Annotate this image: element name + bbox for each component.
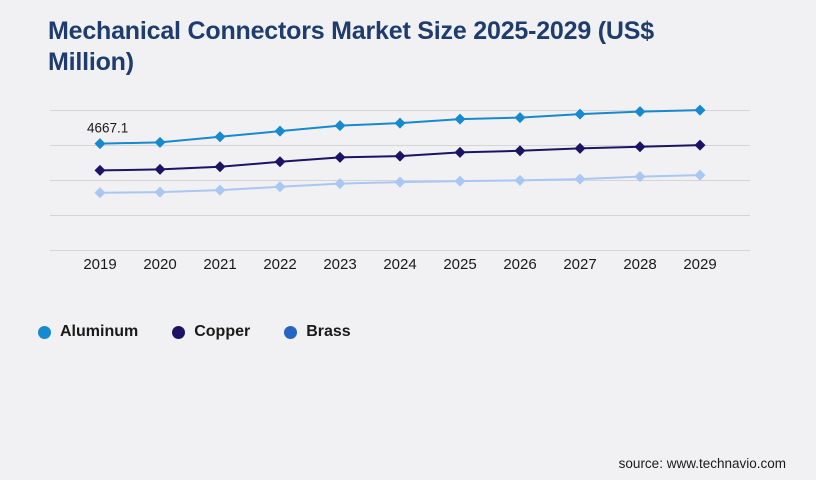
series-aluminum-point-2020[interactable] (154, 136, 166, 148)
legend-item-aluminum[interactable]: Aluminum (38, 323, 138, 341)
data-label-annotation: 4667.1 (87, 121, 128, 136)
legend-label-aluminum: Aluminum (60, 323, 139, 340)
series-brass-point-2029[interactable] (694, 169, 706, 181)
series-brass-point-2027[interactable] (574, 173, 586, 185)
chart-title: Mechanical Connectors Market Size 2025-2… (48, 17, 654, 76)
series-copper-point-2025[interactable] (454, 146, 466, 158)
series-brass-point-2020[interactable] (154, 186, 166, 198)
x-axis-label-2029: 2029 (683, 256, 716, 273)
series-brass-point-2023[interactable] (334, 178, 346, 190)
x-axis-label-2026: 2026 (503, 256, 536, 273)
series-copper-point-2019[interactable] (94, 164, 106, 176)
series-brass-point-2025[interactable] (454, 175, 466, 187)
x-axis-label-2027: 2027 (563, 256, 596, 273)
series-aluminum-point-2022[interactable] (274, 125, 286, 137)
legend-marker-aluminum-icon (38, 325, 51, 339)
x-axis-label-2019: 2019 (83, 256, 116, 273)
legend-label-brass: Brass (306, 323, 351, 340)
series-aluminum-point-2023[interactable] (334, 120, 346, 132)
series-brass-point-2026[interactable] (514, 174, 526, 186)
series-aluminum-point-2019[interactable] (94, 138, 106, 150)
series-aluminum-point-2024[interactable] (394, 117, 406, 129)
series-copper-point-2022[interactable] (274, 156, 286, 168)
series-brass-point-2028[interactable] (634, 171, 646, 183)
series-aluminum-point-2025[interactable] (454, 113, 466, 125)
series-brass-point-2024[interactable] (394, 176, 406, 188)
series-brass-point-2022[interactable] (274, 181, 286, 193)
x-axis-label-2025: 2025 (443, 256, 476, 273)
legend-item-copper[interactable]: Copper (172, 323, 250, 341)
x-axis-label-2020: 2020 (143, 256, 176, 273)
series-copper-point-2023[interactable] (334, 151, 346, 163)
series-brass-point-2021[interactable] (214, 184, 226, 196)
series-copper-point-2026[interactable] (514, 145, 526, 157)
legend-marker-brass-icon (284, 325, 298, 339)
series-aluminum-point-2029[interactable] (694, 104, 706, 116)
series-aluminum-point-2028[interactable] (634, 106, 646, 118)
series-copper-point-2027[interactable] (574, 142, 586, 154)
chart-canvas: 2019 2020 2021 2022 2023 2024 2025 2026 2027 2028… (50, 104, 750, 273)
series-copper-point-2024[interactable] (394, 150, 406, 162)
series-aluminum-point-2027[interactable] (574, 108, 586, 120)
x-axis-label-2028: 2028 (623, 256, 656, 273)
series-aluminum-point-2026[interactable] (514, 112, 526, 124)
source-attribution: source: www.technavio.com (618, 456, 786, 471)
x-axis-label-2023: 2023 (323, 256, 356, 273)
market-line-chart: 2019 2020 2021 2022 2023 2024 2025 2026 2027 2028… (50, 104, 750, 273)
series-copper-point-2029[interactable] (694, 139, 706, 151)
series-copper-point-2028[interactable] (634, 141, 646, 153)
chart-legend: Aluminum Copper Brass (38, 323, 351, 341)
x-axis-label-2024: 2024 (383, 256, 416, 273)
series-brass-point-2019[interactable] (94, 187, 106, 199)
series-copper-point-2020[interactable] (154, 163, 166, 175)
series-copper-point-2021[interactable] (214, 161, 226, 173)
legend-label-copper: Copper (194, 323, 251, 340)
series-aluminum-point-2021[interactable] (214, 131, 226, 143)
x-axis-label-2021: 2021 (203, 256, 236, 273)
legend-marker-copper-icon (172, 325, 186, 339)
legend-item-brass[interactable]: Brass (284, 323, 351, 341)
x-axis-label-2022: 2022 (263, 256, 296, 273)
